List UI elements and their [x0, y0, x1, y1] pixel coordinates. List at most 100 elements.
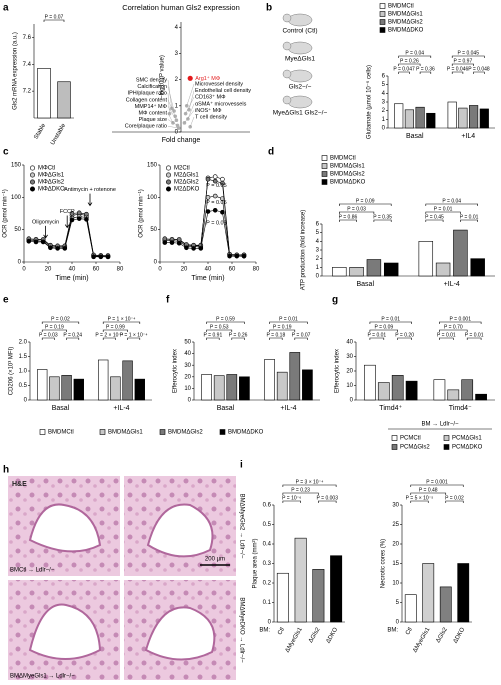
data-point — [84, 211, 89, 217]
p-value: P = 0.01 — [279, 316, 298, 322]
annotation: FCCP — [60, 209, 75, 215]
image-label: BMΔMyeDKO → Ldlr−/− — [238, 597, 244, 663]
y-tick-label: 2 — [316, 256, 320, 262]
bar — [73, 378, 84, 401]
significance-bracket — [41, 321, 80, 324]
x-tick-label: ΔMyeGls1 — [412, 626, 431, 654]
point-label: iNOS⁺ MΦ — [195, 107, 222, 114]
p-value: P = 0.02 — [51, 316, 70, 322]
point-label: Arg1⁺ MΦ — [195, 75, 221, 82]
y-tick-label: 50 — [184, 340, 191, 346]
bar — [470, 258, 485, 277]
label-connector — [190, 116, 195, 127]
y-tick-label: 15 — [392, 561, 399, 567]
bar — [383, 262, 399, 277]
point-label: Calcification — [137, 84, 167, 90]
annotation: Antimycin + rotenone — [64, 187, 116, 193]
y-tick-label: 3 — [382, 100, 386, 106]
image-label: BMCtl → Ldlr−/− — [10, 568, 55, 574]
legend-marker — [379, 3, 386, 9]
x-tick-label: Timd4⁻ — [449, 405, 472, 412]
significance-bracket — [451, 71, 464, 74]
p-value: P = 0.23 — [291, 487, 310, 493]
bar — [377, 382, 390, 401]
bar — [276, 371, 288, 401]
data-point — [220, 209, 225, 215]
legend-label: M2ΔDKO — [174, 187, 200, 193]
legend-marker — [29, 172, 35, 178]
y-tick-label: 4 — [175, 25, 179, 31]
data-point — [191, 246, 196, 251]
p-value: P = 0.07 — [45, 14, 64, 20]
y-tick-label: 10 — [392, 581, 399, 587]
bar — [426, 112, 436, 129]
p-value: P = 0.01 — [437, 332, 456, 338]
bar — [433, 379, 446, 401]
significance-bracket — [369, 329, 398, 332]
y-axis-label: Plaque area (mm²) — [253, 538, 259, 588]
x-axis-label: Time (min) — [55, 275, 88, 282]
legend-label: BMDMΔGls2 — [330, 172, 365, 178]
data-point — [69, 217, 75, 223]
panel-letter: d — [268, 147, 274, 158]
p-value: P = 0.91 — [204, 332, 223, 338]
significance-bracket — [41, 337, 55, 340]
data-point — [220, 196, 225, 201]
y-tick-label: 5 — [382, 82, 386, 88]
label-connector — [167, 112, 174, 123]
data-point — [84, 217, 89, 222]
label-connector — [167, 106, 177, 121]
arrow — [87, 193, 93, 207]
significance-bracket — [397, 337, 412, 340]
y-tick-label: 1.0 — [19, 369, 28, 375]
panel-letter: b — [266, 3, 272, 14]
legend-label: M2ΔGls1 — [174, 173, 199, 179]
p-value: P = 0.36 — [416, 66, 435, 72]
legend-label: BMDMΔDKO — [228, 430, 264, 436]
y-tick-label: 1 — [382, 117, 386, 123]
y-axis-label: −log10 (P value) — [160, 55, 166, 99]
legend-label: PCMΔDKO — [452, 445, 483, 451]
panel-letter: f — [166, 295, 170, 306]
bar — [457, 563, 470, 623]
y-tick-label: 0 — [18, 260, 22, 266]
data-point — [205, 209, 211, 214]
y-axis-label: ATP production (fold increase) — [301, 210, 307, 290]
panel-letter: h — [3, 465, 9, 476]
bar — [404, 109, 414, 129]
y-tick-label: 50 — [150, 227, 157, 233]
p-value: P = 0.19 — [45, 324, 64, 330]
legend-label: BMDMΔDKO — [330, 180, 366, 186]
point-label: CD163⁺ MΦ — [195, 94, 226, 101]
mouse-icon — [282, 95, 292, 105]
legend-label: BMDMΔGls1 — [108, 430, 143, 436]
data-point — [91, 254, 96, 260]
legend-label: MΦCtl — [38, 166, 55, 172]
y-axis-label: Glutamate (µmol 10⁻⁶ cells) — [366, 65, 373, 139]
bar — [404, 594, 417, 623]
data-point — [55, 246, 60, 251]
panel-letter: a — [3, 3, 9, 14]
y-axis-label: OCR (pmol min⁻¹) — [139, 189, 145, 238]
y-axis-label: OCR (pmol min⁻¹) — [3, 189, 9, 238]
label-connector — [167, 93, 170, 114]
bar — [122, 360, 133, 401]
data-point — [162, 240, 168, 245]
x-tick-label: 0 — [22, 267, 26, 273]
y-tick-label: 0 — [154, 260, 158, 266]
data-point — [33, 239, 39, 245]
p-value: P = 0.046 — [447, 66, 469, 72]
legend-marker — [219, 429, 226, 435]
x-tick-label: Ctl — [405, 627, 414, 636]
bar — [458, 107, 468, 129]
y-tick-label: 0.3 — [263, 561, 272, 567]
significance-bracket — [318, 500, 337, 503]
y-tick-label: 7.4 — [23, 62, 32, 68]
label-connector — [167, 126, 179, 129]
bar — [276, 572, 289, 623]
legend-marker — [391, 444, 398, 450]
significance-bracket — [43, 19, 65, 22]
p-value: P = 0.03 — [39, 332, 58, 338]
data-point — [212, 207, 218, 213]
